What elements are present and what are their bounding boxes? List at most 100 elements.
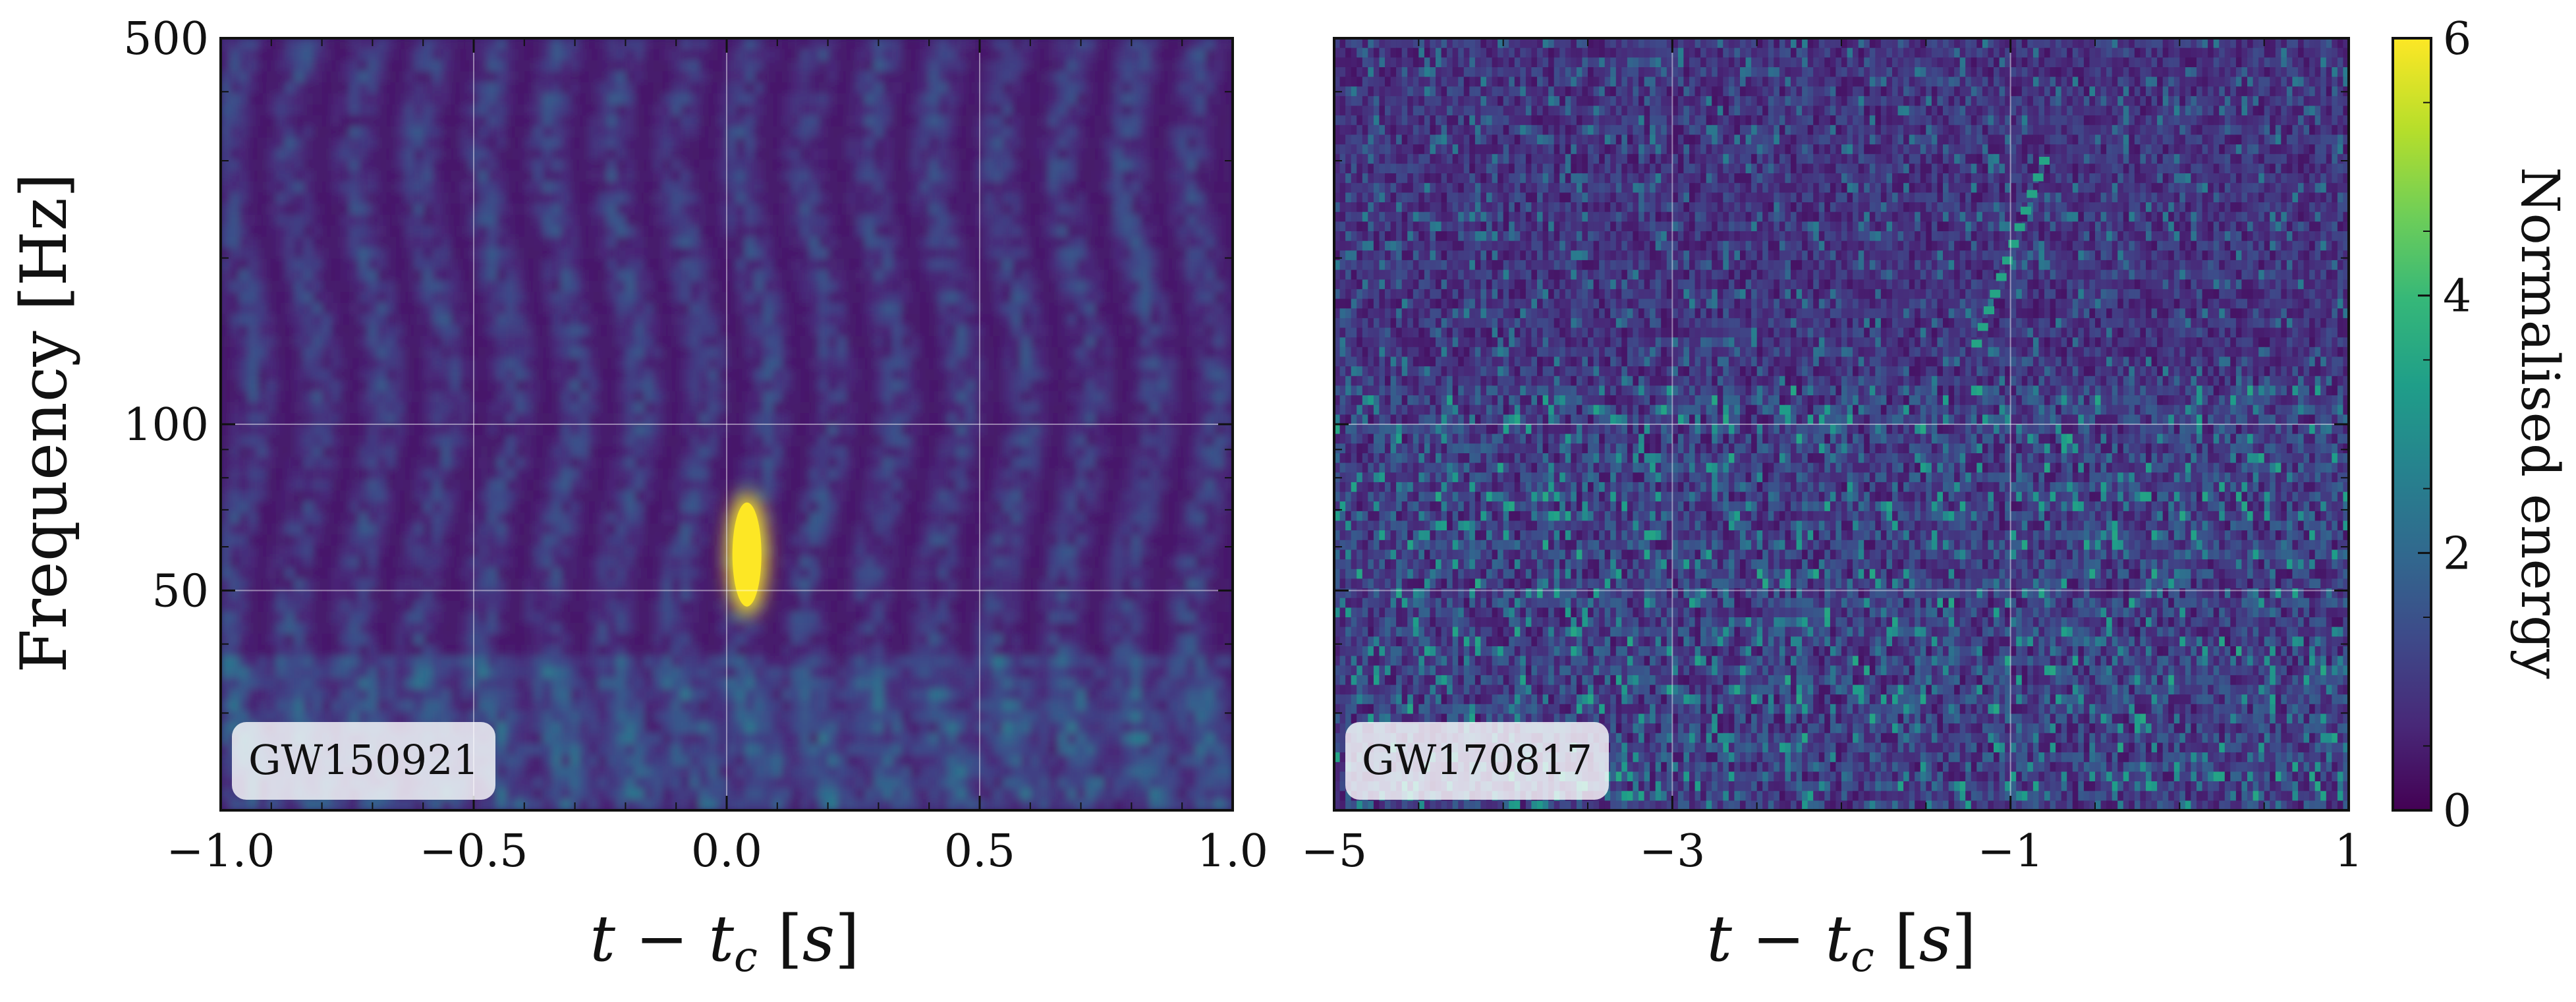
- heatmap-cell: [938, 148, 948, 160]
- heatmap-cell: [542, 258, 553, 271]
- heatmap-cell: [717, 292, 727, 304]
- heatmap-cell: [984, 237, 994, 248]
- heatmap-cell: [874, 269, 884, 282]
- heatmap-cell: [947, 237, 957, 248]
- heatmap-cell: [358, 325, 369, 337]
- heatmap-cell: [791, 446, 801, 458]
- heatmap-cell: [469, 60, 479, 72]
- heatmap-cell: [846, 501, 856, 513]
- heatmap-cell: [460, 115, 470, 127]
- heatmap-cell: [699, 148, 709, 160]
- heatmap-cell: [221, 391, 231, 403]
- heatmap-cell: [377, 60, 387, 72]
- heatmap-cell: [616, 325, 627, 337]
- heatmap-cell: [1223, 314, 1233, 326]
- heatmap-cell: [708, 269, 718, 282]
- heatmap-cell: [257, 269, 267, 282]
- heatmap-cell: [395, 104, 406, 116]
- heatmap-cell: [1104, 424, 1114, 436]
- heatmap-cell: [423, 214, 433, 227]
- heatmap-cell: [395, 457, 406, 469]
- heatmap-cell: [358, 71, 369, 83]
- heatmap-cell: [451, 347, 461, 359]
- heatmap-cell: [496, 115, 507, 127]
- heatmap-cell: [910, 380, 921, 392]
- heatmap-cell: [285, 534, 295, 546]
- heatmap-cell: [368, 269, 378, 282]
- heatmap-cell: [809, 302, 820, 315]
- heatmap-cell: [727, 82, 737, 94]
- heatmap-cell: [947, 126, 957, 138]
- heatmap-cell: [653, 38, 663, 50]
- heatmap-cell: [496, 380, 507, 392]
- heatmap-cell: [1011, 82, 1022, 94]
- heatmap-cell: [1131, 281, 1142, 292]
- heatmap-cell: [910, 71, 921, 83]
- heatmap-cell: [892, 82, 903, 94]
- heatmap-cell: [901, 468, 912, 480]
- heatmap-cell: [929, 468, 939, 480]
- heatmap-cell: [505, 137, 516, 150]
- heatmap-cell: [791, 380, 801, 392]
- heatmap-cell: [1094, 501, 1105, 513]
- heatmap-cell: [285, 501, 295, 513]
- heatmap-cell: [736, 148, 746, 160]
- heatmap-cell: [588, 479, 599, 491]
- heatmap-cell: [1150, 358, 1160, 370]
- heatmap-cell: [505, 468, 516, 480]
- heatmap-cell: [781, 523, 792, 536]
- heatmap-cell: [1150, 137, 1160, 150]
- heatmap-cell: [975, 237, 985, 248]
- heatmap-cell: [681, 314, 690, 326]
- heatmap-cell: [754, 82, 764, 94]
- heatmap-cell: [1011, 479, 1022, 491]
- heatmap-cell: [607, 49, 617, 61]
- heatmap-cell: [681, 60, 690, 72]
- heatmap-cell: [405, 325, 415, 337]
- heatmap-cell: [451, 281, 461, 292]
- heatmap-cell: [1067, 71, 1077, 83]
- heatmap-cell: [892, 38, 903, 50]
- heatmap-cell: [644, 104, 654, 116]
- heatmap-cell: [993, 38, 1003, 50]
- heatmap-cell: [846, 490, 856, 502]
- heatmap-cell: [303, 302, 314, 315]
- heatmap-cell: [809, 269, 820, 282]
- heatmap-cell: [230, 148, 240, 160]
- heatmap-cell: [671, 214, 681, 227]
- heatmap-cell: [524, 413, 534, 425]
- heatmap-cell: [818, 192, 829, 204]
- heatmap-cell: [1021, 159, 1031, 171]
- heatmap-cell: [837, 71, 847, 83]
- heatmap-cell: [809, 413, 820, 425]
- heatmap-cell: [542, 115, 553, 127]
- heatmap-cell: [294, 402, 304, 414]
- heatmap-cell: [699, 60, 709, 72]
- heatmap-cell: [616, 512, 627, 524]
- heatmap-cell: [478, 446, 488, 458]
- heatmap-cell: [634, 413, 645, 425]
- heatmap-cell: [1104, 115, 1114, 127]
- heatmap-cell: [1177, 82, 1187, 94]
- heatmap-cell: [312, 512, 323, 524]
- heatmap-cell: [717, 60, 727, 72]
- heatmap-cell: [257, 336, 267, 348]
- heatmap-cell: [349, 126, 360, 138]
- heatmap-cell: [616, 314, 627, 326]
- heatmap-cell: [478, 237, 488, 248]
- heatmap-cell: [809, 60, 820, 72]
- heatmap-cell: [561, 214, 571, 227]
- heatmap-cell: [653, 281, 663, 292]
- heatmap-cell: [874, 446, 884, 458]
- heatmap-cell: [1048, 181, 1059, 194]
- heatmap-cell: [496, 181, 507, 194]
- heatmap-cell: [754, 435, 764, 447]
- heatmap-cell: [763, 38, 773, 50]
- heatmap-cell: [1131, 248, 1142, 260]
- heatmap-cell: [864, 391, 875, 403]
- heatmap-cell: [929, 435, 939, 447]
- heatmap-cell: [405, 137, 415, 150]
- heatmap-cell: [727, 148, 737, 160]
- heatmap-cell: [736, 225, 746, 238]
- heatmap-cell: [1177, 248, 1187, 260]
